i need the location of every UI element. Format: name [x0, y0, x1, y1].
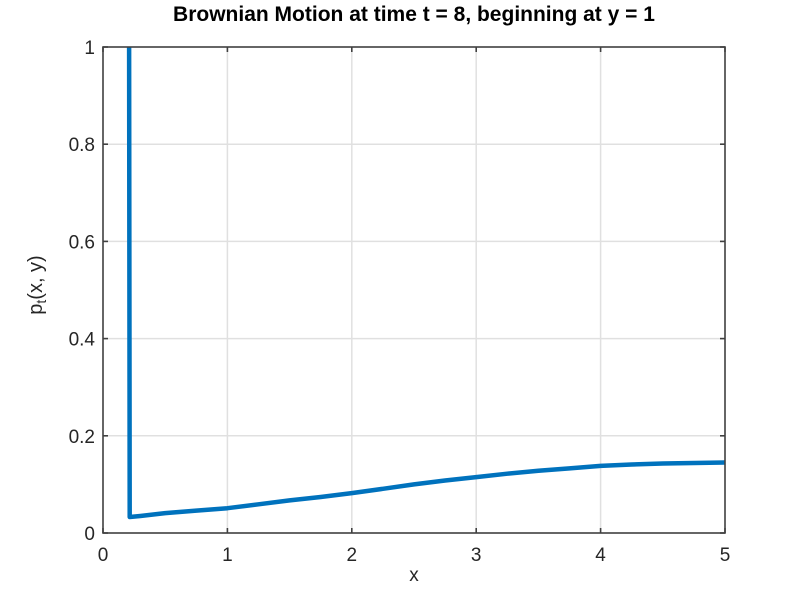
chart-title: Brownian Motion at time t = 8, beginning… — [173, 3, 655, 26]
gridlines — [103, 47, 725, 533]
density-curve — [126, 47, 725, 520]
tick-marks — [102, 46, 726, 534]
y-tick-label: 0.4 — [69, 330, 96, 351]
y-tick-label: 0.2 — [69, 427, 95, 448]
x-tick-label: 3 — [471, 545, 482, 566]
y-tick-label: 0.8 — [69, 135, 95, 156]
y-tick-label: 0.6 — [69, 232, 95, 253]
x-tick-label: 5 — [720, 545, 731, 566]
tick-labels: 0 1 2 3 4 5 0 0.2 0.4 0.6 0.8 1 — [69, 38, 731, 566]
y-axis-label: pt(x, y) — [25, 255, 49, 314]
y-tick-label: 1 — [84, 38, 95, 59]
x-tick-label: 4 — [595, 545, 606, 566]
x-tick-label: 0 — [98, 545, 109, 566]
y-tick-label: 0 — [84, 524, 95, 545]
x-tick-label: 2 — [347, 545, 358, 566]
plot-frame — [102, 46, 726, 534]
x-tick-label: 1 — [222, 545, 233, 566]
x-axis-label: x — [409, 565, 419, 586]
